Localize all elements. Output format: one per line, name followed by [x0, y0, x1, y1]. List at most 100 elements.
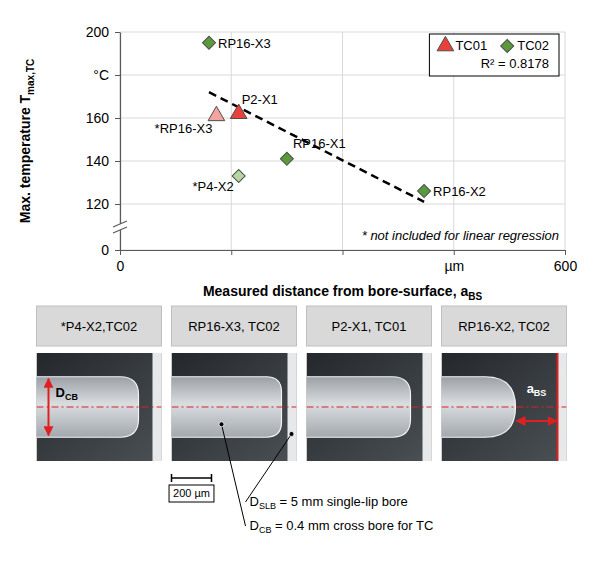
- note: DCB = 0.4 mm cross bore for TC: [250, 518, 434, 535]
- x-tick-mark: [120, 250, 121, 255]
- y-tick-label: °C: [93, 67, 109, 83]
- axis-break: [113, 221, 127, 233]
- x-tick: [343, 250, 344, 255]
- y-tick-mark: [115, 32, 120, 33]
- micrograph-image: [442, 353, 567, 461]
- scale-bar-end: [171, 474, 173, 482]
- y-tick-mark: [115, 204, 120, 205]
- leader-line: [246, 434, 292, 502]
- scale-bar-end: [211, 474, 213, 482]
- scale-bar-box: [169, 485, 214, 502]
- dcb-arrow: [48, 379, 50, 435]
- title-main: Max. temperature T: [17, 94, 33, 223]
- y-tick-mark: [115, 75, 120, 76]
- title-subscript: BS: [468, 291, 482, 302]
- note-rest: = 0.4 mm cross bore for TC: [271, 518, 433, 533]
- point-label: RP16-X3: [218, 36, 271, 51]
- dcb-label: DCB: [56, 385, 79, 402]
- x-axis-title: Measured distance from bore-surface, aBS: [203, 283, 483, 302]
- point-label: RP16-X1: [293, 136, 346, 151]
- legend-label: TC01: [455, 38, 487, 53]
- micrograph-panels: *P4-X2,TC02DCBRP16-X3, TC02P2-X1, TC01RP…: [35, 306, 567, 461]
- x-tick-mark: [454, 250, 455, 255]
- scale-bar-line: [172, 477, 212, 479]
- center-line: [37, 406, 162, 407]
- point-label: *RP16-X3: [155, 121, 213, 136]
- micrograph-panel: *P4-X2,TC02 DCB: [35, 306, 162, 461]
- abs-label: aBS: [527, 381, 547, 398]
- y-tick: 140: [86, 153, 120, 169]
- y-tick: °C: [93, 67, 120, 83]
- y-axis-line: [120, 33, 121, 251]
- grid: [120, 32, 565, 250]
- micrograph-panel: RP16-X2, TC02 aBS: [440, 306, 567, 461]
- image-background: [37, 353, 162, 461]
- micrograph-image: [172, 353, 297, 461]
- image-background: [172, 353, 297, 461]
- axis-break-stroke: [113, 227, 127, 233]
- y-tick-mark: [115, 161, 120, 162]
- notes: DSLB = 5 mm single-lip bore DCB = 0.4 mm …: [219, 422, 433, 535]
- x-tick: µm: [444, 250, 464, 274]
- panel-title: RP16-X3, TC02: [188, 319, 280, 334]
- center-line: [442, 406, 567, 407]
- image-background: [307, 353, 432, 461]
- x-tick-label: µm: [444, 258, 464, 274]
- scale-bar: 200 µm: [169, 474, 214, 502]
- center-line: [307, 406, 432, 407]
- y-tick-label: 120: [86, 196, 110, 212]
- panel-title-box: [307, 306, 432, 346]
- legend-marker: [437, 36, 454, 50]
- scale-bar-label: 200 µm: [173, 487, 210, 499]
- panel-title: *P4-X2,TC02: [61, 319, 138, 334]
- label-subscript: CB: [65, 392, 78, 402]
- label-subscript: BS: [534, 388, 547, 398]
- panel-title: RP16-X2, TC02: [458, 319, 550, 334]
- legend-r2: R² = 0.8178: [481, 56, 549, 71]
- y-tick-mark: [115, 250, 120, 251]
- y-tick-label: 200: [86, 24, 110, 40]
- panel-title-box: [172, 306, 297, 346]
- x-grid-line: [120, 32, 121, 250]
- x-tick: 600: [554, 250, 578, 274]
- micrograph-panel: RP16-X3, TC02: [170, 306, 297, 461]
- note-rest: = 5 mm single-lip bore: [276, 494, 408, 509]
- legend-label: TC02: [517, 38, 549, 53]
- legend-marker: [501, 39, 514, 52]
- data-point: [208, 106, 225, 120]
- y-tick: 200: [86, 24, 120, 40]
- title-main: Measured distance from bore-surface, a: [203, 283, 469, 299]
- trend-line: [209, 92, 424, 202]
- data-point: [280, 152, 293, 165]
- x-tick-label: 600: [554, 258, 578, 274]
- x-tick-mark: [231, 250, 232, 255]
- micrograph-image: [37, 353, 162, 461]
- y-tick: 120: [86, 196, 120, 212]
- note-main: D: [250, 518, 259, 533]
- bore-surface-line: [557, 353, 559, 461]
- x-tick: 0: [117, 250, 125, 274]
- center-line: [172, 406, 297, 407]
- plot-marks: [202, 36, 430, 202]
- y-tick-label: 140: [86, 153, 110, 169]
- x-tick-mark: [565, 250, 566, 255]
- x-grid-line: [565, 32, 566, 250]
- y-tick-label: 160: [86, 110, 110, 126]
- point-label: *P4-X2: [192, 179, 233, 194]
- leader-dot: [219, 422, 224, 427]
- label-main: D: [56, 385, 65, 400]
- data-point: [418, 185, 431, 198]
- panel-title-box: [37, 306, 162, 346]
- x-tick-label: 0: [117, 258, 125, 274]
- figure: 0 120 140 160 °C 200 0 µm 600 Measured distance f…: [0, 0, 603, 568]
- x-tick-mark: [343, 250, 344, 255]
- footnote: * not included for linear regression: [362, 228, 559, 243]
- axis-break-gap: [113, 224, 127, 230]
- point-label: P2-X1: [242, 92, 278, 107]
- micrograph-image: [307, 353, 432, 461]
- micrograph-panel: P2-X1, TC01: [305, 306, 432, 461]
- x-axis: 0 µm 600: [117, 250, 578, 274]
- leader-line: [222, 424, 246, 526]
- image-background: [442, 353, 567, 461]
- note: DSLB = 5 mm single-lip bore: [250, 494, 408, 511]
